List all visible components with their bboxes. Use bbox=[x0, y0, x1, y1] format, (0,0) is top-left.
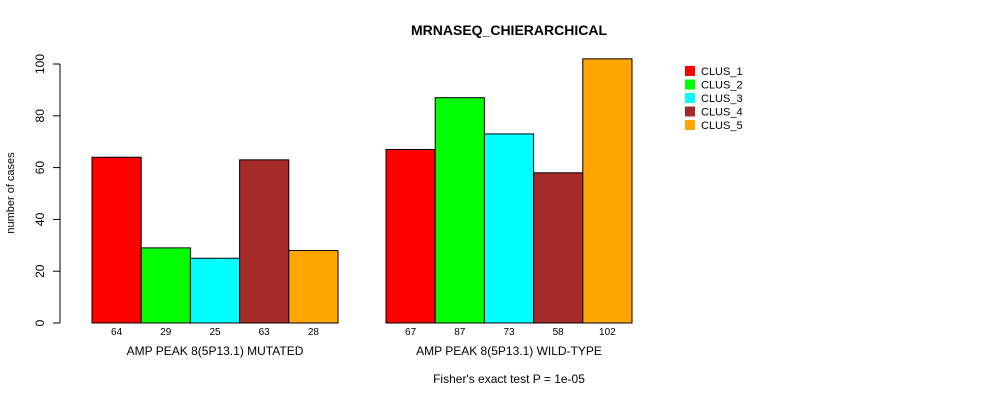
x-category-label: AMP PEAK 8(5P13.1) WILD-TYPE bbox=[416, 344, 602, 358]
bar bbox=[189, 257, 241, 324]
bar-count-label: 28 bbox=[308, 327, 320, 338]
y-tick-label: 20 bbox=[33, 264, 47, 278]
bar-count-label: 64 bbox=[111, 327, 123, 338]
bar-count-label: 25 bbox=[209, 327, 221, 338]
bar-count-label: 67 bbox=[405, 327, 417, 338]
bar bbox=[533, 172, 584, 324]
legend-swatch bbox=[685, 66, 695, 76]
bar-count-label: 87 bbox=[454, 327, 466, 338]
bar-group: 64 29 25 63 28 AMP PEAK 8(5P13.1) MUTATED bbox=[91, 156, 339, 358]
bar-count-label: 29 bbox=[160, 327, 172, 338]
bar-count-label: 102 bbox=[599, 327, 616, 338]
legend-swatch bbox=[685, 79, 695, 90]
legend-item: CLUS_5 bbox=[685, 120, 743, 132]
legend-label: CLUS_1 bbox=[701, 66, 743, 78]
legend-item: CLUS_1 bbox=[685, 66, 743, 78]
y-axis: 0 20 40 60 80 100 bbox=[33, 54, 61, 326]
bar-count-label: 63 bbox=[259, 327, 271, 338]
bar bbox=[91, 156, 142, 324]
y-tick-label: 40 bbox=[33, 212, 47, 226]
bar bbox=[239, 159, 290, 324]
legend-item: CLUS_3 bbox=[685, 93, 743, 105]
legend-label: CLUS_2 bbox=[701, 80, 743, 92]
legend-swatch bbox=[685, 120, 695, 130]
bar-count-label: 58 bbox=[553, 327, 565, 338]
bar bbox=[140, 247, 191, 324]
y-tick-label: 0 bbox=[33, 319, 47, 326]
x-category-label: AMP PEAK 8(5P13.1) MUTATED bbox=[127, 344, 304, 358]
y-tick-label: 80 bbox=[33, 109, 47, 123]
fisher-test-footnote: Fisher's exact test P = 1e-05 bbox=[433, 372, 585, 386]
legend-label: CLUS_4 bbox=[701, 107, 743, 119]
y-axis-label: number of cases bbox=[5, 152, 17, 234]
bar bbox=[288, 249, 339, 324]
legend-swatch bbox=[685, 106, 695, 117]
legend-item: CLUS_2 bbox=[685, 79, 743, 92]
y-tick-label: 100 bbox=[33, 54, 47, 74]
y-tick-label: 60 bbox=[33, 161, 47, 175]
bar bbox=[582, 58, 633, 324]
legend-label: CLUS_5 bbox=[701, 120, 743, 132]
legend-item: CLUS_4 bbox=[685, 106, 743, 119]
legend-swatch bbox=[685, 93, 695, 103]
bar bbox=[434, 97, 485, 324]
chart-title: MRNASEQ_CHIERARCHICAL bbox=[411, 22, 607, 38]
bar bbox=[483, 133, 535, 324]
bar-groups: 64 29 25 63 28 AMP PEAK 8(5P13.1) MUTATED 67 87… bbox=[91, 58, 633, 358]
bar-count-label: 73 bbox=[503, 327, 515, 338]
bar bbox=[385, 148, 436, 324]
legend-label: CLUS_3 bbox=[701, 93, 743, 105]
bar-group: 67 87 73 58 102 AMP PEAK 8(5P13.1) WILD-TYPE bbox=[385, 58, 633, 358]
